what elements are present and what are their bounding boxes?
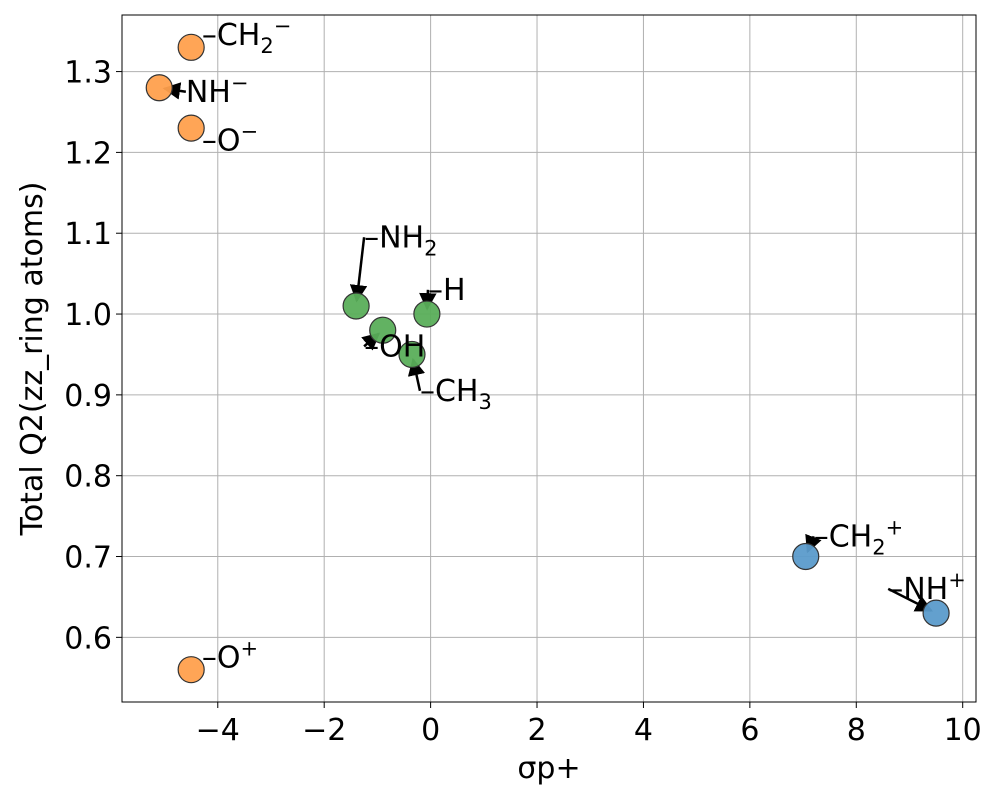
point-label: –CH2− [202,14,292,58]
point-label: –NH2 [364,220,437,260]
x-axis-label: σp+ [517,751,580,786]
scatter-point [145,74,173,102]
y-tick-label: 0.9 [64,379,112,414]
scatter-point [792,542,820,571]
data-points [145,33,950,684]
x-tick-label: 0 [421,713,440,748]
y-tick-label: 0.8 [64,460,112,495]
axes: −4 −2 0 2 4 6 8 10 0.6 0.7 0.8 0.9 1.0 1.1 1.2 1.3 [64,14,982,748]
point-label: NH− [186,71,249,110]
annotation-arrow [349,237,368,303]
x-tick-label: −4 [196,713,240,748]
point-label: –O+ [202,637,258,676]
scatter-point [177,114,205,142]
scatter-point [342,292,370,320]
x-tick-label: 4 [634,713,653,748]
scatter-point [177,656,205,684]
point-label: –O− [202,119,258,158]
scatter-point [413,300,441,328]
point-label: –CH2+ [814,515,904,559]
point-label: –H [428,273,466,308]
x-tick-label: −2 [302,713,346,748]
scatter-point [398,340,426,369]
point-label: –CH3 [420,374,492,414]
point-label: –NH+ [888,568,966,607]
annotation-labels: –CH2− NH− –O− –O+ –NH2 –H–OH –CH3 –CH2+ –NH+ [186,14,966,675]
scatter-point [177,33,205,61]
x-tick-label: 2 [527,713,546,748]
scatter-point [369,316,397,344]
point-label: –OH [364,329,425,364]
y-axis-label: Total Q2(zz_ring atoms) [15,182,50,537]
y-tick-label: 0.7 [64,541,112,576]
scatter-point [922,599,950,627]
y-tick-label: 1.0 [64,298,112,333]
x-tick-label: 6 [740,713,759,748]
plot-frame [121,14,977,703]
grid [122,15,976,702]
y-tick-label: 1.3 [64,56,112,91]
x-tick-label: 10 [944,713,982,748]
y-tick-label: 0.6 [64,621,112,656]
y-tick-label: 1.1 [64,217,112,252]
y-tick-label: 1.2 [64,136,112,171]
x-tick-label: 8 [847,713,866,748]
